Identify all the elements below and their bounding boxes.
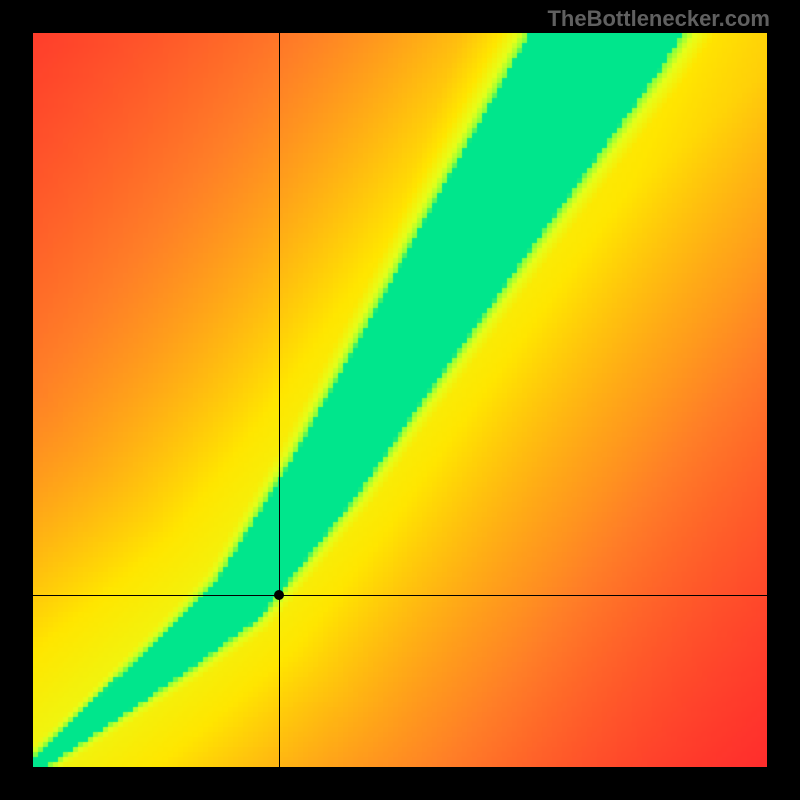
- crosshair-vertical: [279, 33, 280, 767]
- watermark-text: TheBottlenecker.com: [547, 6, 770, 32]
- heatmap-plot: [33, 33, 767, 767]
- heatmap-canvas: [33, 33, 767, 767]
- crosshair-horizontal: [33, 595, 767, 596]
- crosshair-marker: [274, 590, 284, 600]
